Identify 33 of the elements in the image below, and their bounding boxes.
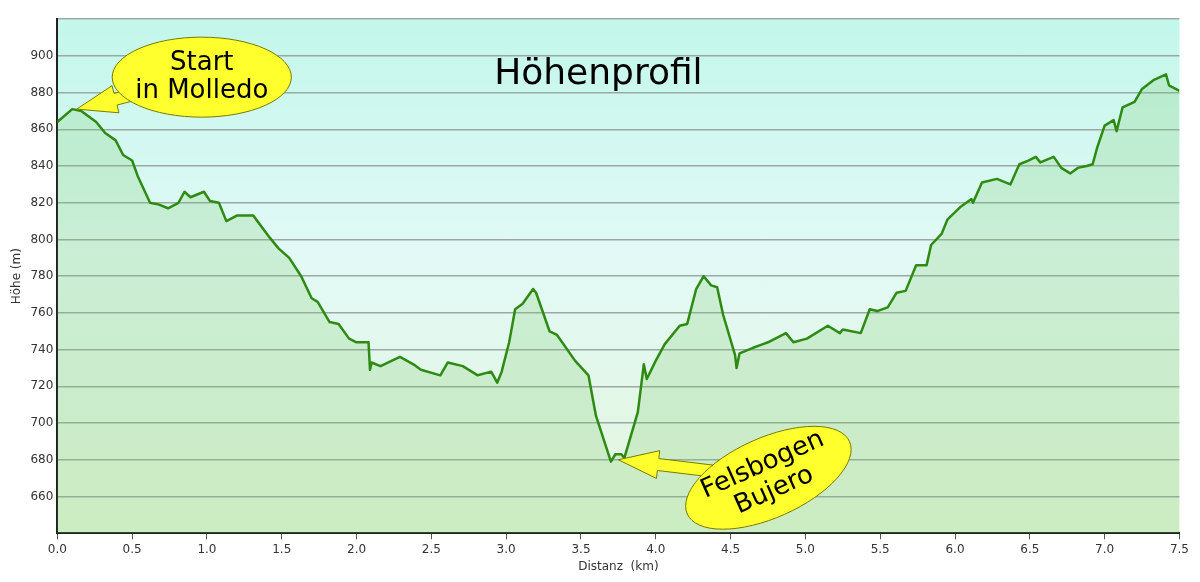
x-tick-label: 0.0: [47, 541, 67, 556]
y-tick-label: 800: [30, 231, 54, 246]
x-tick-label: 2.0: [347, 541, 367, 556]
y-tick-label: 880: [30, 84, 54, 99]
y-tick-label: 780: [30, 268, 54, 283]
x-tick-label: 1.5: [272, 541, 292, 556]
x-tick-label: 7.5: [1169, 541, 1189, 556]
y-tick-label: 720: [30, 378, 54, 393]
text: Höhenprofil: [494, 50, 703, 92]
x-tick-label: 5.5: [870, 541, 890, 556]
y-tick-label: 820: [30, 194, 54, 209]
y-tick-label: 700: [30, 415, 54, 430]
x-tick-label: 6.5: [1020, 541, 1040, 556]
y-tick-label: 660: [30, 488, 54, 503]
x-tick-label: 4.5: [721, 541, 741, 556]
x-tick-label: 0.5: [122, 541, 142, 556]
y-tick-label: 860: [30, 121, 54, 136]
y-tick-label: 900: [30, 48, 54, 63]
annotation: Start in Molledo: [135, 45, 269, 104]
x-tick-label: 3.5: [571, 541, 591, 556]
x-tick-label: 5.0: [795, 541, 815, 556]
x-tick-label: 2.5: [421, 541, 441, 556]
x-tick-label: 7.0: [1095, 541, 1115, 556]
x-tick-label: 6.0: [945, 541, 965, 556]
y-tick-label: 680: [30, 451, 54, 466]
y-tick-label: 760: [30, 305, 54, 320]
x-tick-label: 1.0: [197, 541, 217, 556]
x-axis-title: Distanz (km): [578, 558, 659, 573]
y-tick-label: 840: [30, 158, 54, 173]
y-tick-label: 740: [30, 341, 54, 356]
x-tick-label: 4.0: [646, 541, 666, 556]
x-tick-label: 3.0: [496, 541, 516, 556]
y-axis-title: Höhe (m): [9, 248, 24, 305]
